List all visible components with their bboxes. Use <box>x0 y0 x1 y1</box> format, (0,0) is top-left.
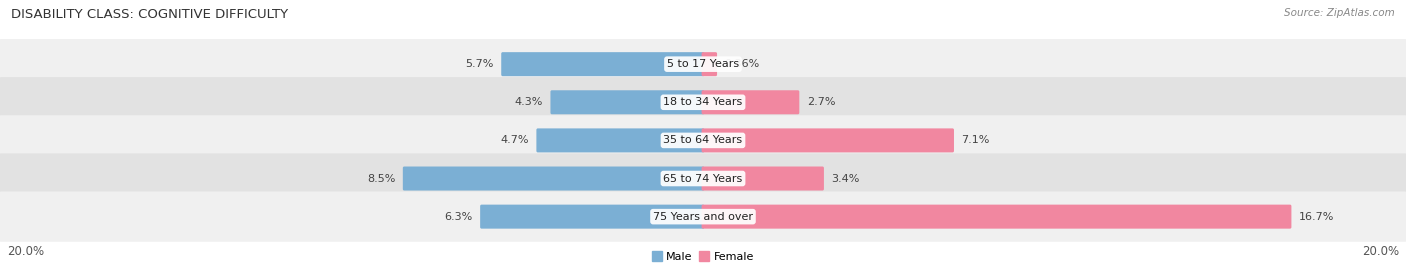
FancyBboxPatch shape <box>702 205 1292 229</box>
Text: 4.7%: 4.7% <box>501 135 529 146</box>
Text: 6.3%: 6.3% <box>444 212 472 222</box>
Text: 35 to 64 Years: 35 to 64 Years <box>664 135 742 146</box>
Text: Source: ZipAtlas.com: Source: ZipAtlas.com <box>1284 8 1395 18</box>
Text: 20.0%: 20.0% <box>7 245 44 258</box>
Text: 7.1%: 7.1% <box>962 135 990 146</box>
FancyBboxPatch shape <box>702 129 953 152</box>
Text: 20.0%: 20.0% <box>1362 245 1399 258</box>
Text: 75 Years and over: 75 Years and over <box>652 212 754 222</box>
Text: 3.4%: 3.4% <box>831 174 859 184</box>
FancyBboxPatch shape <box>551 90 704 114</box>
Text: 65 to 74 Years: 65 to 74 Years <box>664 174 742 184</box>
FancyBboxPatch shape <box>702 90 799 114</box>
Text: 0.36%: 0.36% <box>724 59 759 69</box>
FancyBboxPatch shape <box>0 115 1406 166</box>
Text: 4.3%: 4.3% <box>515 97 543 107</box>
Text: 8.5%: 8.5% <box>367 174 395 184</box>
Text: 16.7%: 16.7% <box>1299 212 1334 222</box>
FancyBboxPatch shape <box>702 167 824 191</box>
FancyBboxPatch shape <box>404 167 704 191</box>
FancyBboxPatch shape <box>537 129 704 152</box>
FancyBboxPatch shape <box>0 153 1406 204</box>
Text: 5 to 17 Years: 5 to 17 Years <box>666 59 740 69</box>
Text: DISABILITY CLASS: COGNITIVE DIFFICULTY: DISABILITY CLASS: COGNITIVE DIFFICULTY <box>11 8 288 21</box>
Text: 18 to 34 Years: 18 to 34 Years <box>664 97 742 107</box>
FancyBboxPatch shape <box>0 39 1406 89</box>
Text: 2.7%: 2.7% <box>807 97 835 107</box>
Text: 5.7%: 5.7% <box>465 59 494 69</box>
FancyBboxPatch shape <box>702 52 717 76</box>
FancyBboxPatch shape <box>502 52 704 76</box>
FancyBboxPatch shape <box>0 191 1406 242</box>
Legend: Male, Female: Male, Female <box>652 251 754 262</box>
FancyBboxPatch shape <box>481 205 704 229</box>
FancyBboxPatch shape <box>0 77 1406 127</box>
